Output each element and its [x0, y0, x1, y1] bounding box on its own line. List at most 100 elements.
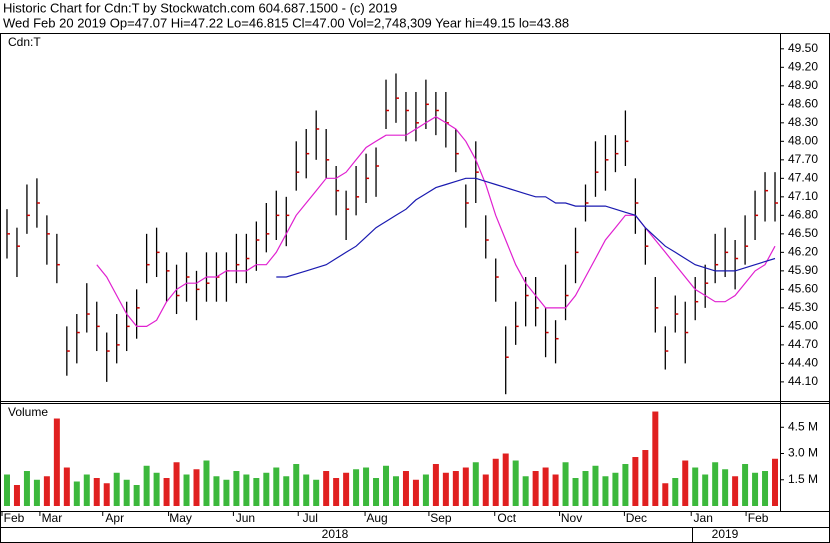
volume-bar [283, 476, 290, 506]
x-tick-label: Sep [430, 511, 452, 525]
y-tick-label: 49.50 [788, 41, 818, 55]
volume-bar [462, 467, 469, 506]
y-tick-label: 46.20 [788, 245, 818, 259]
volume-bar [772, 458, 779, 506]
volume-bar [293, 464, 300, 506]
chart-subtitle: Wed Feb 20 2019 Op=47.07 Hi=47.22 Lo=46.… [3, 15, 569, 30]
volume-bar [642, 450, 649, 506]
volume-bar [532, 471, 539, 506]
volume-bar [133, 485, 140, 506]
volume-bar [333, 478, 340, 506]
x-tick-label: Apr [105, 511, 124, 525]
volume-bar [153, 472, 160, 506]
y-tick-label: 44.10 [788, 374, 818, 388]
volume-bar [442, 472, 449, 506]
volume-bar [732, 476, 739, 506]
volume-bar [682, 460, 689, 506]
y-tick-label: 49.20 [788, 59, 818, 73]
volume-bar [742, 464, 749, 506]
volume-bar [183, 474, 190, 506]
y-tick-label: 44.40 [788, 356, 818, 370]
volume-bar [103, 483, 110, 506]
volume-bar [123, 479, 130, 506]
volume-bar [542, 467, 549, 506]
volume-bar [762, 471, 769, 506]
volume-bar [53, 418, 60, 506]
y-tick-label: 45.90 [788, 263, 818, 277]
volume-bar [213, 476, 220, 506]
y-tick-label: 48.90 [788, 78, 818, 92]
y-tick-label: 45.00 [788, 319, 818, 333]
volume-bar [492, 458, 499, 506]
volume-bar [383, 465, 390, 506]
volume-bar [702, 474, 709, 506]
y-tick-label: 48.30 [788, 115, 818, 129]
y-tick-label: 46.50 [788, 226, 818, 240]
volume-bar [582, 471, 589, 506]
volume-bar [472, 462, 479, 506]
volume-bar [63, 467, 70, 506]
volume-bar [143, 465, 150, 506]
volume-bar [313, 479, 320, 506]
volume-bar [373, 478, 380, 506]
volume-bar [43, 476, 50, 506]
volume-bar [23, 471, 30, 506]
volume-bar [13, 485, 20, 506]
volume-bar [163, 478, 170, 506]
volume-bar [73, 481, 80, 506]
volume-bar [552, 474, 559, 506]
x-tick-label: Feb [4, 511, 25, 525]
y-tick-label: 45.30 [788, 300, 818, 314]
y-tick-label: 3.0 M [788, 446, 818, 460]
volume-bar [233, 471, 240, 506]
volume-bar [422, 474, 429, 506]
volume-bar [692, 467, 699, 506]
volume-bar [3, 474, 10, 506]
y-tick-label: 1.5 M [788, 472, 818, 486]
volume-bar [662, 483, 669, 506]
volume-bar [652, 411, 659, 506]
y-tick-label: 47.70 [788, 152, 818, 166]
y-tick-label: 46.80 [788, 208, 818, 222]
volume-bar [223, 479, 230, 506]
volume-bar [193, 469, 200, 506]
y-tick-label: 45.60 [788, 282, 818, 296]
volume-bar [562, 462, 569, 506]
volume-bar [363, 467, 370, 506]
volume-bar [113, 472, 120, 506]
x-tick-label: Dec [626, 511, 647, 525]
year-label: 2018 [322, 527, 349, 541]
volume-bar [173, 462, 180, 506]
volume-bar [412, 479, 419, 506]
volume-bar [83, 474, 90, 506]
volume-bar [602, 476, 609, 506]
volume-bar [452, 471, 459, 506]
volume-bar [303, 474, 310, 506]
frame [0, 33, 830, 543]
x-tick-label: Mar [42, 511, 63, 525]
volume-bar [33, 479, 40, 506]
volume-bar [522, 476, 529, 506]
volume-bar [572, 478, 579, 506]
year-label: 2019 [712, 527, 739, 541]
y-tick-label: 4.5 M [788, 419, 818, 433]
y-tick-label: 47.10 [788, 189, 818, 203]
x-tick-label: May [169, 511, 192, 525]
volume-bar [592, 465, 599, 506]
y-tick-label: 48.00 [788, 133, 818, 147]
volume-bar [482, 474, 489, 506]
moving-average [96, 115, 776, 327]
volume-bar [432, 464, 439, 506]
x-tick-label: Feb [748, 511, 769, 525]
volume-bar [622, 464, 629, 506]
volume-bar [93, 478, 100, 506]
chart-title: Historic Chart for Cdn:T by Stockwatch.c… [3, 0, 397, 15]
x-tick-label: Nov [561, 511, 582, 525]
x-tick-label: Oct [497, 511, 516, 525]
moving-average [276, 177, 776, 278]
volume-bar [512, 460, 519, 506]
volume-bar [632, 457, 639, 506]
volume-bar [752, 472, 759, 506]
volume-bar [392, 476, 399, 506]
